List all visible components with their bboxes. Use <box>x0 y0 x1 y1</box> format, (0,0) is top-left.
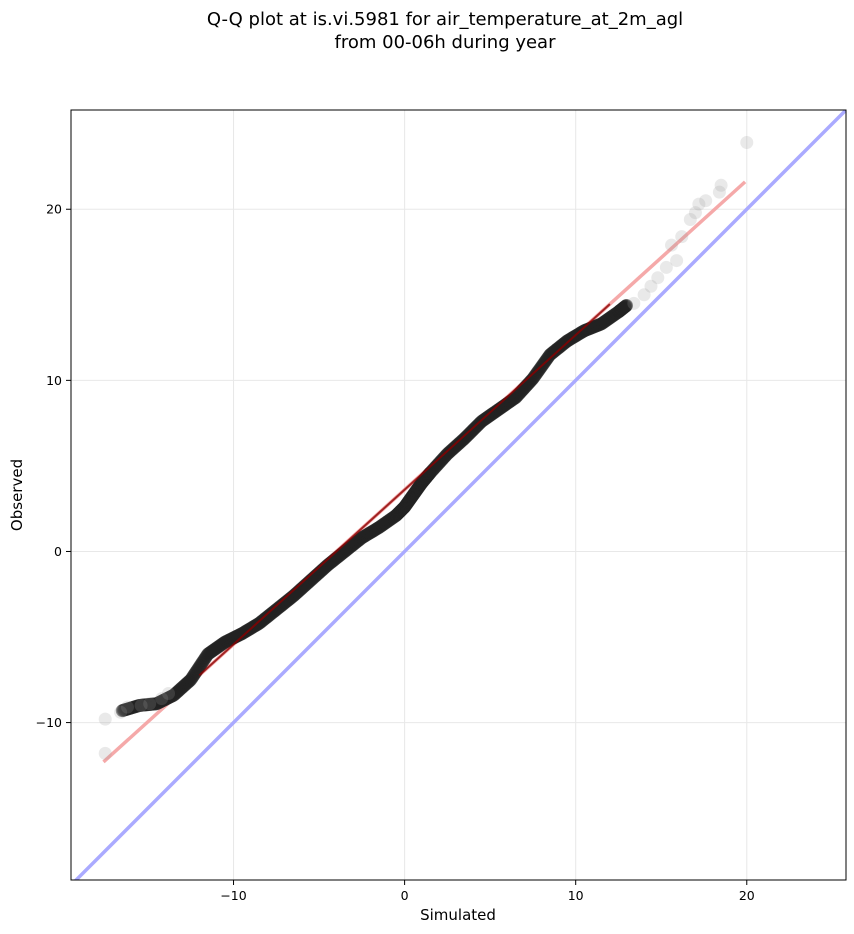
y-tick-label: 0 <box>54 544 62 559</box>
reference-lines <box>73 110 846 880</box>
tail-point <box>627 296 641 310</box>
tail-point <box>98 746 112 760</box>
quantile-point <box>619 298 633 312</box>
tail-point <box>675 230 689 244</box>
x-tick-label: −10 <box>220 888 246 903</box>
tail-point <box>162 686 176 700</box>
tail-point <box>688 206 702 220</box>
y-tick-label: 20 <box>46 202 62 217</box>
tail-point <box>692 197 706 211</box>
tail-point <box>740 136 754 150</box>
data-points <box>98 136 754 760</box>
y-tick-label: −10 <box>36 715 62 730</box>
chart-title-line-2: from 00-06h during year <box>334 32 556 53</box>
axis-ticks: −10 0 10 20 −10 0 10 20 <box>36 202 755 903</box>
tail-point <box>712 185 726 199</box>
tail-point <box>637 288 651 302</box>
tail-point <box>134 698 148 712</box>
tail-point <box>114 705 128 719</box>
tail-point <box>644 279 658 293</box>
y-axis-label: Observed <box>8 459 26 531</box>
identity-line <box>73 110 846 880</box>
chart-title: Q-Q plot at is.vi.5981 for air_temperatu… <box>0 8 854 54</box>
tail-point <box>651 271 665 285</box>
x-tick-label: 0 <box>401 888 409 903</box>
tail-point <box>714 178 728 192</box>
tail-point <box>155 692 169 706</box>
x-axis-label: Simulated <box>420 906 496 924</box>
tail-point <box>683 213 697 227</box>
tail-point <box>659 260 673 274</box>
tail-point <box>670 254 684 268</box>
tail-point <box>664 238 678 252</box>
tail-point <box>120 700 134 714</box>
x-tick-label: 10 <box>568 888 584 903</box>
chart-title-line-1: Q-Q plot at is.vi.5981 for air_temperatu… <box>206 9 684 30</box>
tail-point <box>143 697 157 711</box>
y-tick-label: 10 <box>46 373 62 388</box>
fit-line-overlay <box>198 303 611 677</box>
tail-point <box>699 194 713 208</box>
x-tick-label: 20 <box>739 888 755 903</box>
plot-frame <box>70 109 847 881</box>
tail-point <box>98 712 112 726</box>
